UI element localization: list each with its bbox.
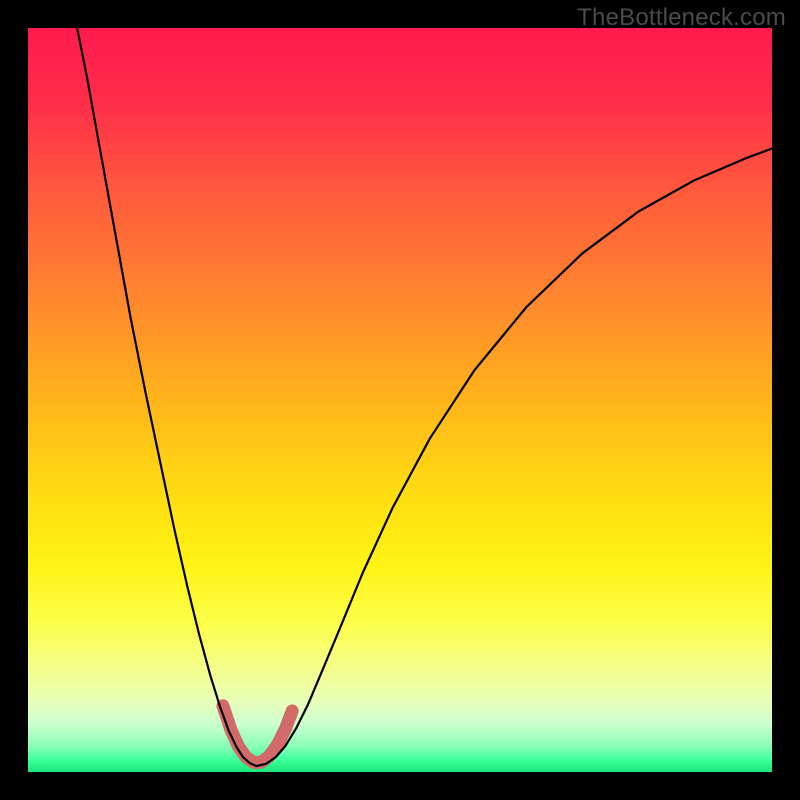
watermark-text: TheBottleneck.com: [577, 4, 786, 32]
chart-canvas: [0, 0, 800, 800]
plot-background: [28, 28, 772, 772]
chart-frame: TheBottleneck.com: [0, 0, 800, 800]
